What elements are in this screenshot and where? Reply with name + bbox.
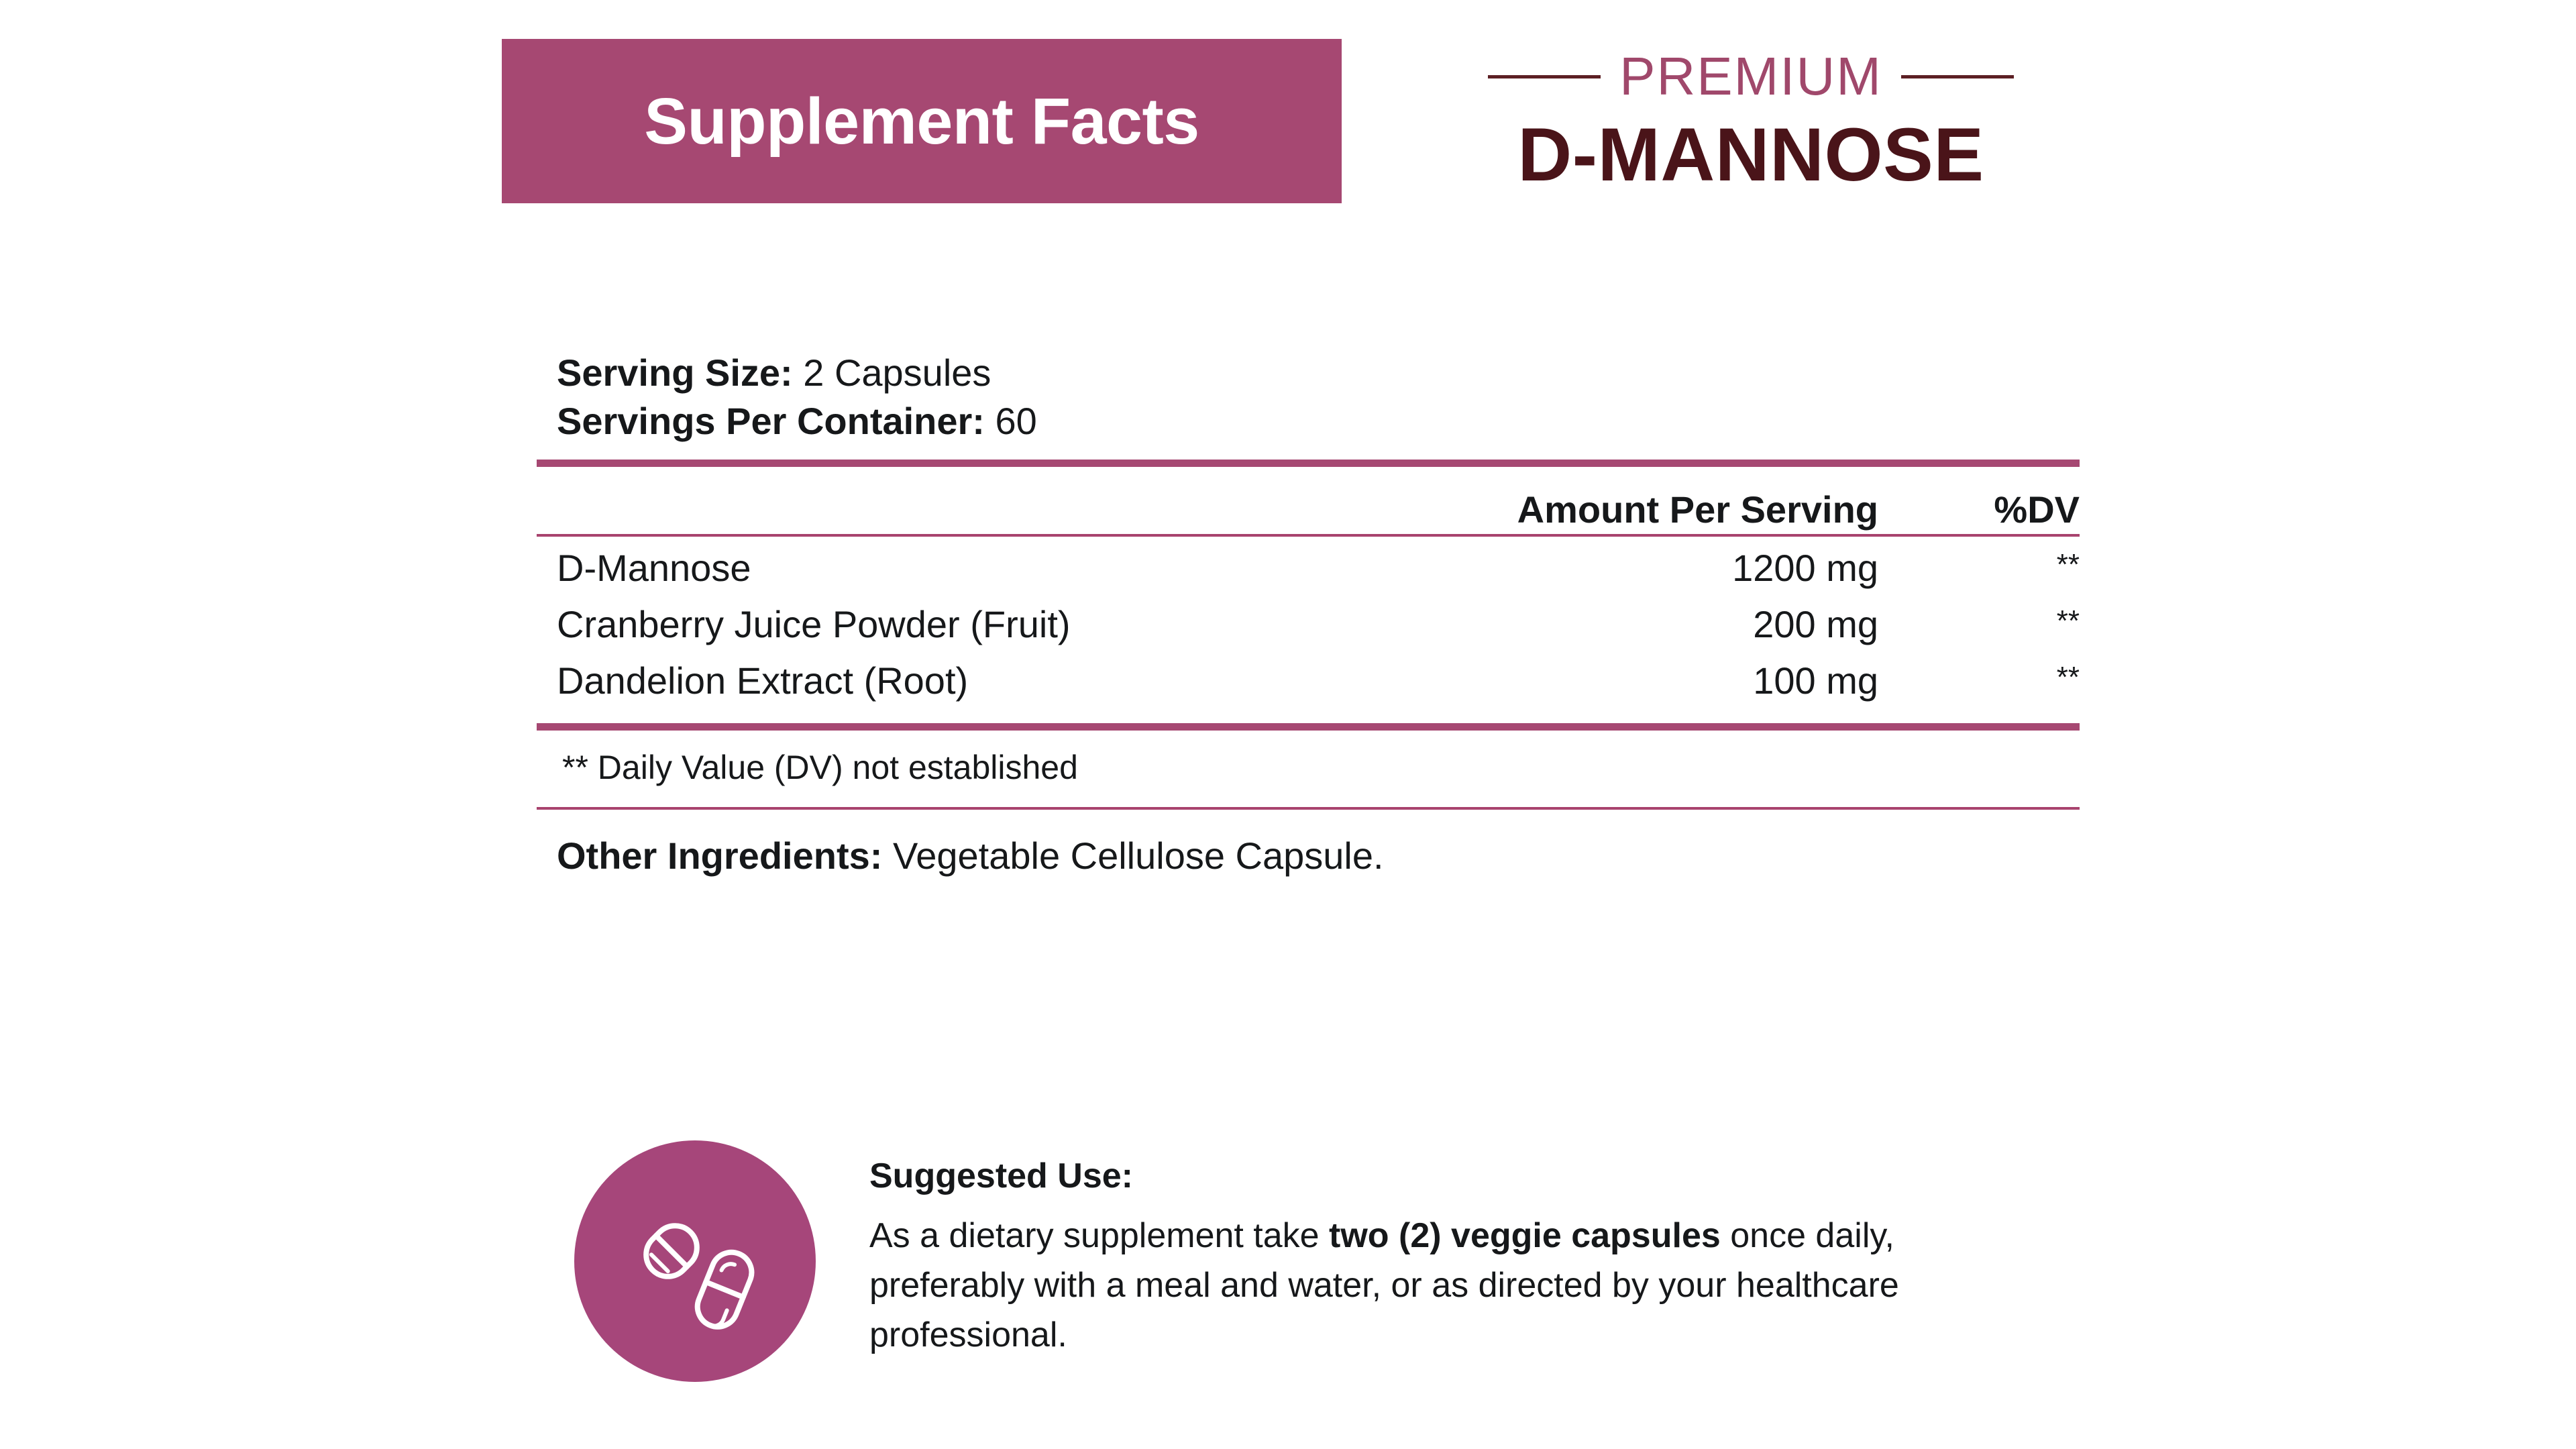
label-header: Supplement Facts PREMIUM D-MANNOSE: [0, 39, 2576, 207]
capsules-icon: [643, 1223, 755, 1330]
ingredient-name: Dandelion Extract (Root): [557, 659, 969, 702]
servings-per-container-value: 60: [995, 399, 1037, 442]
product-eyebrow-row: PREMIUM: [1415, 40, 2086, 113]
suggested-use-title: Suggested Use:: [869, 1157, 1133, 1195]
servings-per-container-line: Servings Per Container: 60: [557, 397, 2080, 445]
table-top-rule: [537, 460, 2080, 468]
column-header-dv: %DV: [1994, 488, 2080, 531]
ingredient-name: Cranberry Juice Powder (Fruit): [557, 603, 1071, 646]
table-row: D-Mannose 1200 mg **: [537, 546, 2080, 602]
supplement-facts-title: Supplement Facts: [644, 85, 1199, 158]
ingredient-name: D-Mannose: [557, 547, 751, 590]
ingredient-dv: **: [2056, 661, 2080, 694]
supplement-facts-banner: Supplement Facts: [502, 39, 1342, 203]
table-bottom-rule: [537, 723, 2080, 731]
table-header-underrule: [537, 534, 2080, 537]
ingredient-amount: 100 mg: [1753, 659, 1878, 702]
other-ingredients-line: Other Ingredients: Vegetable Cellulose C…: [537, 810, 2080, 877]
ingredient-dv: **: [2056, 548, 2080, 582]
other-ingredients-value: Vegetable Cellulose Capsule.: [892, 835, 1384, 877]
suggested-use-body: As a dietary supplement take two (2) veg…: [869, 1212, 2037, 1360]
table-row: Dandelion Extract (Root) 100 mg **: [537, 659, 2080, 715]
eyebrow-rule-left: [1488, 74, 1601, 78]
ingredient-amount: 200 mg: [1753, 603, 1878, 646]
capsules-icon-badge: [574, 1140, 816, 1382]
table-row: Cranberry Juice Powder (Fruit) 200 mg **: [537, 602, 2080, 659]
serving-size-value: 2 Capsules: [803, 352, 991, 394]
servings-per-container-label: Servings Per Container:: [557, 399, 985, 442]
ingredient-amount: 1200 mg: [1732, 547, 1878, 590]
product-name: D-MANNOSE: [1517, 113, 1984, 197]
suggested-use-dose-emphasis: two (2) veggie capsules: [1329, 1216, 1721, 1256]
ingredient-rows: D-Mannose 1200 mg ** Cranberry Juice Pow…: [537, 537, 2080, 723]
eyebrow-rule-right: [1900, 74, 2014, 78]
product-eyebrow-label: PREMIUM: [1619, 46, 1882, 106]
facts-panel: Serving Size: 2 Capsules Servings Per Co…: [537, 349, 2080, 877]
suggested-use-section: Suggested Use: As a dietary supplement t…: [574, 1140, 2117, 1382]
daily-value-footnote: ** Daily Value (DV) not established: [562, 749, 1078, 787]
ingredient-dv: **: [2056, 604, 2080, 638]
suggested-use-text-block: Suggested Use: As a dietary supplement t…: [869, 1140, 2117, 1360]
serving-size-line: Serving Size: 2 Capsules: [557, 349, 2080, 397]
other-ingredients-label: Other Ingredients:: [557, 835, 883, 877]
column-header-amount: Amount Per Serving: [1517, 488, 1878, 531]
suggested-use-text-lead: As a dietary supplement take: [869, 1216, 1330, 1256]
product-title-block: PREMIUM D-MANNOSE: [1415, 40, 2086, 195]
serving-size-label: Serving Size:: [557, 352, 793, 394]
suggested-use-text-tail: once daily, preferably with a meal and w…: [869, 1216, 1899, 1355]
table-header-row: Amount Per Serving %DV: [537, 467, 2080, 534]
footnote-bottom-rule: [537, 807, 2080, 810]
